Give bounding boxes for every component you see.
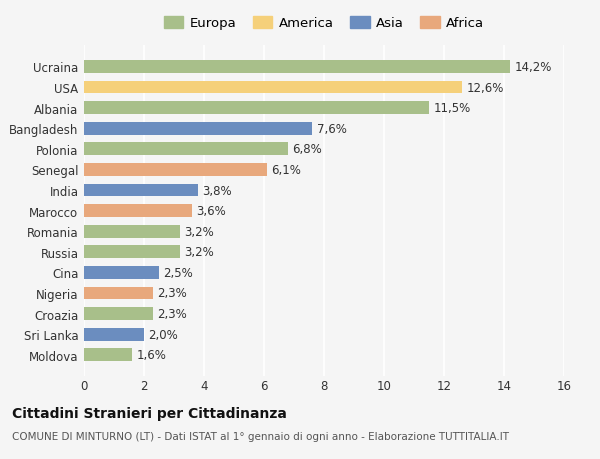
Bar (84, 123, 312, 135)
Text: 6,8%: 6,8% (293, 143, 322, 156)
Text: 2,5%: 2,5% (163, 266, 193, 279)
Legend: Europa, America, Asia, Africa: Europa, America, Asia, Africa (160, 13, 488, 34)
Text: 2,3%: 2,3% (157, 308, 187, 320)
Text: 3,8%: 3,8% (203, 184, 232, 197)
Text: COMUNE DI MINTURNO (LT) - Dati ISTAT al 1° gennaio di ogni anno - Elaborazione T: COMUNE DI MINTURNO (LT) - Dati ISTAT al … (12, 431, 509, 442)
Text: 2,3%: 2,3% (157, 287, 187, 300)
Bar (84, 308, 153, 320)
Text: 7,6%: 7,6% (317, 123, 346, 135)
Bar (84, 184, 198, 197)
Bar (84, 164, 267, 176)
Text: 6,1%: 6,1% (271, 163, 301, 177)
Bar (84, 266, 159, 279)
Text: 11,5%: 11,5% (433, 102, 471, 115)
Text: 3,6%: 3,6% (197, 205, 226, 218)
Bar (84, 349, 132, 361)
Text: 2,0%: 2,0% (149, 328, 178, 341)
Bar (84, 328, 144, 341)
Bar (84, 225, 180, 238)
Bar (84, 205, 192, 218)
Text: 14,2%: 14,2% (515, 61, 552, 74)
Text: Cittadini Stranieri per Cittadinanza: Cittadini Stranieri per Cittadinanza (12, 406, 287, 420)
Bar (84, 287, 153, 300)
Bar (84, 61, 510, 73)
Bar (84, 143, 288, 156)
Text: 3,2%: 3,2% (185, 225, 214, 238)
Text: 3,2%: 3,2% (185, 246, 214, 259)
Text: 1,6%: 1,6% (137, 348, 166, 362)
Bar (84, 102, 429, 115)
Bar (84, 246, 180, 258)
Bar (84, 81, 462, 94)
Text: 12,6%: 12,6% (467, 81, 504, 95)
